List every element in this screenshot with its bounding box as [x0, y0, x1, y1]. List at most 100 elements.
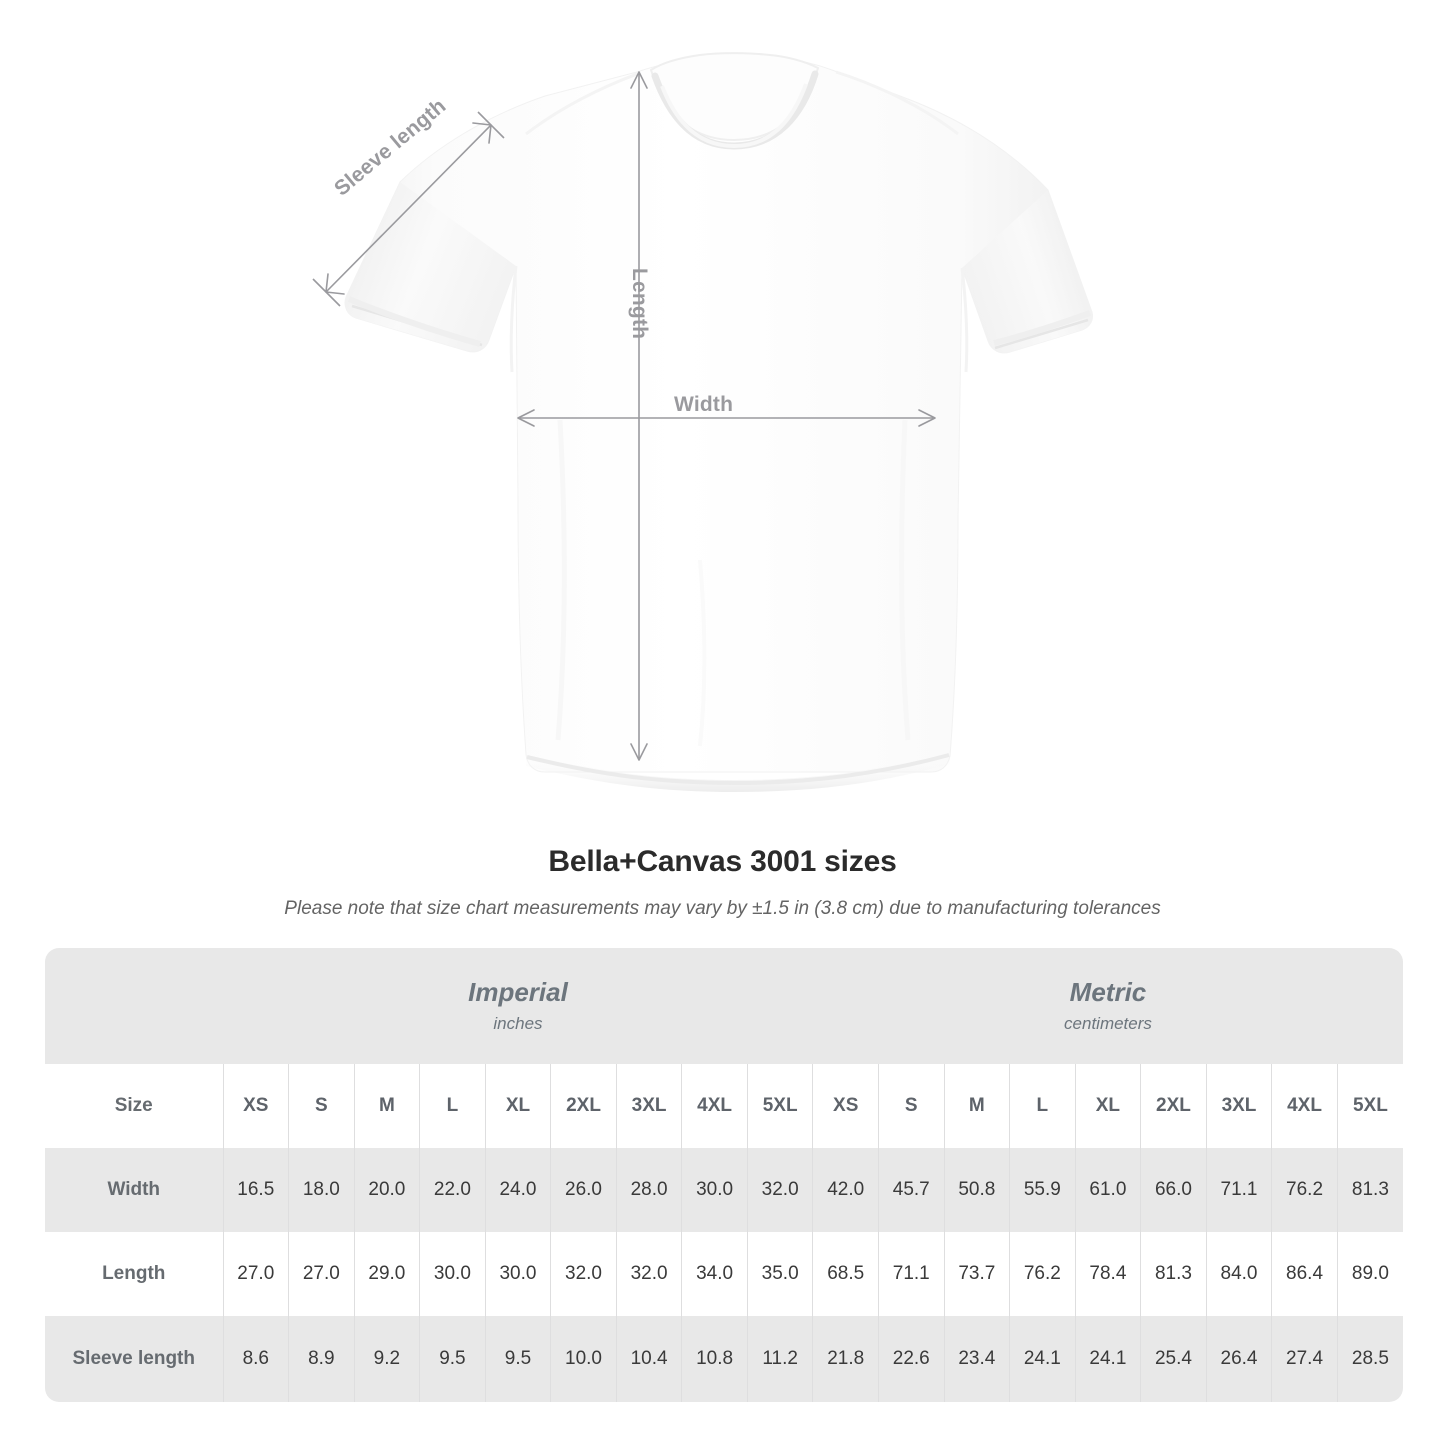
unit-header-spacer [45, 948, 223, 1064]
unit-group-name: Metric [1069, 976, 1147, 1007]
length-dimension-arrow [630, 71, 648, 761]
measurement-cell: 73.7 [943, 1232, 1010, 1316]
measurement-cell: 86.4 [1271, 1232, 1338, 1316]
measurement-cell: 21.8 [812, 1316, 879, 1402]
size-header-cell: 3XL [1205, 1064, 1272, 1148]
measurement-cell: 23.4 [943, 1316, 1010, 1402]
measurement-cell: 89.0 [1336, 1232, 1403, 1316]
size-header-cell: 5XL [746, 1064, 813, 1148]
unit-group-subtitle: centimeters [1064, 1014, 1152, 1034]
measurement-cell: 8.9 [288, 1316, 355, 1402]
measurement-cell: 76.2 [1009, 1232, 1076, 1316]
measurement-cell: 9.2 [353, 1316, 420, 1402]
row-label-width: Width [107, 1179, 161, 1200]
measurement-cell: 78.4 [1074, 1232, 1141, 1316]
measurement-cell: 71.1 [877, 1232, 945, 1316]
measurement-cell: 18.0 [288, 1148, 355, 1232]
measurement-cell: 16.5 [222, 1148, 289, 1232]
unit-group-subtitle: inches [493, 1014, 543, 1034]
measurement-cell: 45.7 [877, 1148, 945, 1232]
measurement-cell: 84.0 [1205, 1232, 1272, 1316]
tolerance-note: Please note that size chart measurements… [284, 898, 1161, 919]
measurement-cell: 9.5 [484, 1316, 551, 1402]
measurement-cell: 24.0 [484, 1148, 551, 1232]
measurement-cell: 42.0 [812, 1148, 879, 1232]
measurement-cell: 28.5 [1336, 1316, 1403, 1402]
size-header-cell: L [1009, 1064, 1076, 1148]
unit-group-name: Imperial [468, 976, 568, 1007]
measurement-cell: 55.9 [1009, 1148, 1076, 1232]
size-header-cell: XS [222, 1064, 289, 1148]
size-header-cell: M [943, 1064, 1010, 1148]
sleeve-dimension-arrow [312, 111, 505, 307]
measurement-cell: 76.2 [1271, 1148, 1338, 1232]
measurement-cell: 32.0 [746, 1148, 813, 1232]
measurement-cell: 10.8 [681, 1316, 748, 1402]
measurement-cell: 11.2 [746, 1316, 813, 1402]
page-title: Bella+Canvas 3001 sizes [548, 845, 897, 878]
measurement-cell: 32.0 [550, 1232, 617, 1316]
measurement-cell: 27.0 [288, 1232, 355, 1316]
measurement-cell: 29.0 [353, 1232, 420, 1316]
size-header-cell: 2XL [1140, 1064, 1207, 1148]
size-header-cell: 3XL [615, 1064, 682, 1148]
size-header-cell: XL [484, 1064, 551, 1148]
size-header-cell: 2XL [550, 1064, 617, 1148]
measurement-cell: 61.0 [1074, 1148, 1141, 1232]
unit-group-imperial: Imperial inches [223, 948, 813, 1064]
size-header-cell: S [877, 1064, 945, 1148]
measurement-cell: 66.0 [1140, 1148, 1207, 1232]
measurement-cell: 22.0 [419, 1148, 486, 1232]
measurement-cell: 24.1 [1009, 1316, 1076, 1402]
size-header-cell: XS [812, 1064, 879, 1148]
measurement-cell: 25.4 [1140, 1316, 1207, 1402]
measurement-cell: 32.0 [615, 1232, 682, 1316]
measurement-cell: 10.0 [550, 1316, 617, 1402]
measurement-cell: 68.5 [812, 1232, 879, 1316]
table-row: Sleeve length 8.6 8.9 9.2 9.5 9.5 10.0 10.4 10.8… [45, 1316, 1403, 1402]
measurement-cell: 27.0 [222, 1232, 289, 1316]
unit-group-metric: Metric centimeters [813, 948, 1403, 1064]
size-header-cell: L [419, 1064, 486, 1148]
unit-group-header-row: Imperial inches Metric centimeters [45, 948, 1403, 1064]
size-chart-table-container: Imperial inches Metric centimeters Size XS S M L… [45, 948, 1403, 1402]
width-label: Width [674, 393, 734, 416]
measurement-cell: 30.0 [681, 1148, 748, 1232]
measurement-lines [312, 71, 936, 761]
measurement-cell: 9.5 [419, 1316, 486, 1402]
width-dimension-arrow [517, 409, 936, 427]
measurement-cell: 30.0 [484, 1232, 551, 1316]
measurement-cell: 20.0 [353, 1148, 420, 1232]
row-label-size: Size [114, 1095, 153, 1116]
size-header-cell: S [288, 1064, 355, 1148]
measurement-cell: 8.6 [222, 1316, 289, 1402]
size-chart-table: Imperial inches Metric centimeters Size XS S M L… [45, 948, 1403, 1402]
size-header-cell: 5XL [1336, 1064, 1403, 1148]
table-row: Length 27.0 27.0 29.0 30.0 30.0 32.0 32.0 34.0 35… [45, 1232, 1403, 1316]
size-header-cell: 4XL [681, 1064, 748, 1148]
size-header-cell: XL [1074, 1064, 1141, 1148]
measurement-cell: 28.0 [615, 1148, 682, 1232]
measurement-cell: 26.4 [1205, 1316, 1272, 1402]
measurement-cell: 30.0 [419, 1232, 486, 1316]
row-label-length: Length [102, 1263, 166, 1284]
size-header-row: Size XS S M L XL 2XL 3XL 4XL 5XL XS S M L XL 2XL 3XL 4XL 5… [45, 1064, 1403, 1148]
measurement-cell: 10.4 [615, 1316, 682, 1402]
tshirt-illustration [312, 52, 1093, 792]
table-row: Width 16.5 18.0 20.0 22.0 24.0 26.0 28.0 30.0 32.… [45, 1148, 1403, 1232]
length-label: Length [628, 268, 651, 340]
measurement-cell: 22.6 [877, 1316, 945, 1402]
measurement-cell: 50.8 [943, 1148, 1010, 1232]
measurement-cell: 35.0 [746, 1232, 813, 1316]
row-label-sleeve-length: Sleeve length [72, 1348, 196, 1369]
measurement-cell: 81.3 [1336, 1148, 1403, 1232]
measurement-cell: 81.3 [1140, 1232, 1207, 1316]
size-header-cell: 4XL [1271, 1064, 1338, 1148]
shirt-body-shape [344, 52, 1093, 792]
chart-caption: Bella+Canvas 3001 sizes Please note that… [0, 845, 1445, 920]
measurement-cell: 71.1 [1205, 1148, 1272, 1232]
measurement-cell: 24.1 [1074, 1316, 1141, 1402]
measurement-cell: 26.0 [550, 1148, 617, 1232]
measurement-cell: 27.4 [1271, 1316, 1338, 1402]
size-header-cell: M [353, 1064, 420, 1148]
